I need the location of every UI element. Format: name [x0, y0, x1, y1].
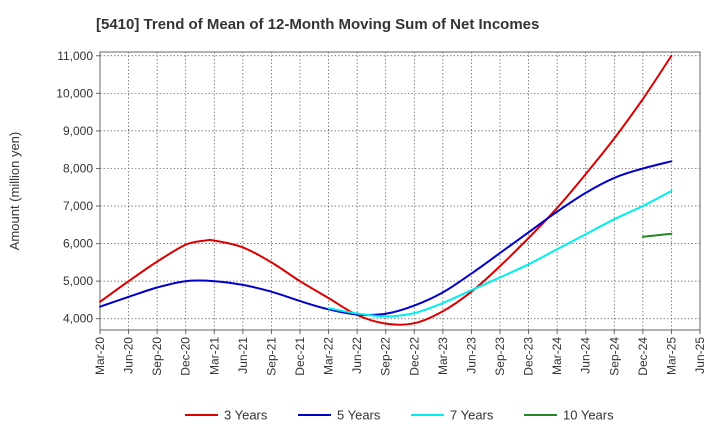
y-tick-label: 6,000 [63, 237, 93, 251]
series-line-3-years [99, 54, 673, 326]
x-tick-label: Dec-21 [293, 337, 307, 376]
y-tick-label: 5,000 [63, 274, 93, 288]
x-tick-label: Jun-24 [579, 337, 593, 374]
y-tick-label: 8,000 [63, 161, 93, 175]
x-tick-label: Dec-24 [636, 337, 650, 376]
x-tick-label: Sep-24 [607, 337, 621, 376]
legend: 3 Years 5 Years 7 Years 10 Years [185, 408, 614, 423]
legend-label-3-years: 3 Years [224, 408, 268, 423]
y-tick-label: 10,000 [56, 86, 93, 100]
series-line-5-years [99, 160, 673, 317]
chart-title: [5410] Trend of Mean of 12-Month Moving … [96, 16, 539, 33]
x-tick-label: Mar-20 [93, 337, 107, 375]
y-tick-label: 9,000 [63, 124, 93, 138]
x-tick-label: Sep-21 [264, 337, 278, 376]
x-tick-label: Jun-20 [122, 337, 136, 374]
x-tick-label: Mar-22 [322, 337, 336, 375]
x-tick-label: Jun-23 [464, 337, 478, 374]
legend-label-10-years: 10 Years [563, 408, 614, 423]
x-tick-label: Sep-23 [493, 337, 507, 376]
x-tick-label: Dec-20 [179, 337, 193, 376]
legend-label-5-years: 5 Years [337, 408, 381, 423]
legend-item-10-years: 10 Years [524, 408, 614, 423]
x-tick-label: Mar-21 [207, 337, 221, 375]
x-tick-label: Sep-22 [379, 337, 393, 376]
x-tick-label: Jun-22 [350, 337, 364, 374]
legend-item-7-years: 7 Years [411, 408, 494, 423]
y-axis-label: Amount (million yen) [7, 132, 22, 251]
x-tick-label: Mar-25 [664, 337, 678, 375]
x-tick-label: Sep-20 [150, 337, 164, 376]
x-tick-label: Jun-25 [693, 337, 707, 374]
y-tick-label: 4,000 [63, 312, 93, 326]
y-tick-label: 7,000 [63, 199, 93, 213]
y-tick-label: 11,000 [57, 49, 93, 63]
x-tick-label: Mar-23 [436, 337, 450, 375]
series-line-7-years [327, 190, 673, 318]
x-tick-label: Dec-22 [407, 337, 421, 376]
plot-area: Mar-20 Jun-20 Sep-20 Dec-20 Mar-21 Jun-21 Sep-… [56, 49, 707, 376]
x-tick-label: Mar-24 [550, 337, 564, 375]
x-tick-label: Jun-21 [236, 337, 250, 374]
legend-label-7-years: 7 Years [450, 408, 494, 423]
legend-item-3-years: 3 Years [185, 408, 268, 423]
x-tick-label: Dec-23 [522, 337, 536, 376]
plot-frame [99, 51, 701, 331]
legend-item-5-years: 5 Years [298, 408, 381, 423]
series-line-10-years [641, 232, 673, 238]
